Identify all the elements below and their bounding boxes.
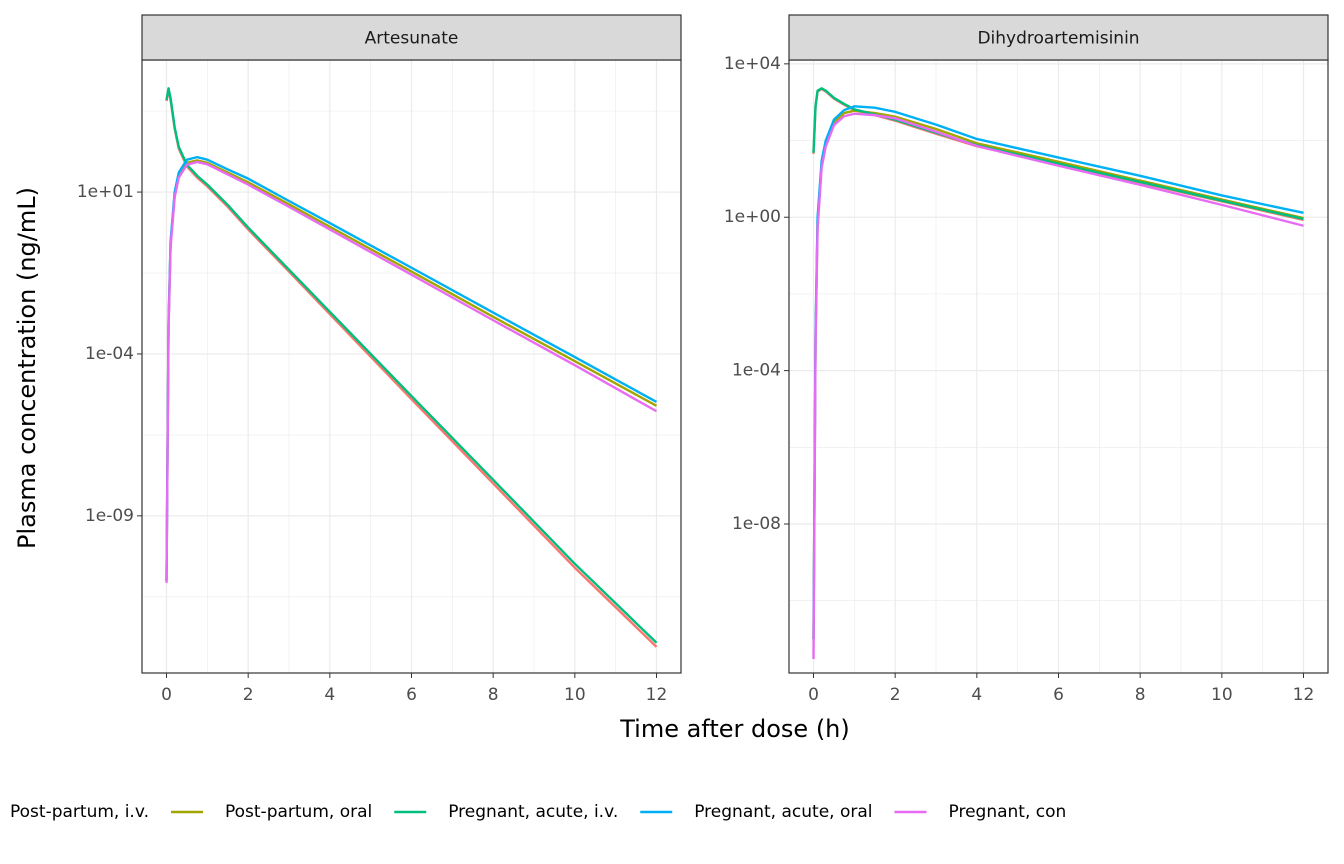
x-tick-label: 8 [1135,685,1146,705]
y-tick-label: 1e-04 [85,344,134,364]
x-tick-label: 0 [161,685,172,705]
legend-label: Pregnant, acute, i.v. [448,802,618,822]
y-tick-label: 1e+01 [77,182,134,202]
legend-label: Pregnant, acute, oral [694,802,872,822]
x-tick-label: 8 [488,685,499,705]
x-tick-label: 10 [564,685,586,705]
y-tick-label: 1e+00 [724,207,781,227]
x-tick-label: 2 [890,685,901,705]
legend-label: Post-partum, oral [225,802,372,822]
legend-label: Post-partum, i.v. [10,802,149,822]
strip [141,14,682,61]
x-tick-label: 10 [1211,685,1233,705]
series-line [812,87,1304,221]
x-axis-title: Time after dose (h) [619,715,850,743]
x-tick-label: 12 [1293,685,1315,705]
y-tick-label: 1e+04 [724,54,781,74]
x-tick-label: 2 [243,685,254,705]
y-axis-title: Plasma concentration (ng/mL) [13,187,41,549]
y-tick-label: 1e-09 [85,506,134,526]
x-tick-label: 12 [646,685,668,705]
x-tick-label: 6 [1053,685,1064,705]
y-tick-label: 1e-04 [732,361,781,381]
y-tick-label: 1e-08 [732,514,781,534]
strip-label: Dihydroartemisinin [977,29,1139,49]
x-tick-label: 4 [324,685,335,705]
x-tick-label: 4 [971,685,982,705]
legend-label: Pregnant, con [949,802,1067,822]
x-tick-label: 6 [406,685,417,705]
series-line [165,87,658,644]
series-line [165,160,658,583]
x-tick-label: 0 [808,685,819,705]
strip [788,14,1329,61]
series-line [812,112,1304,660]
strip-label: Artesunate [365,29,459,49]
